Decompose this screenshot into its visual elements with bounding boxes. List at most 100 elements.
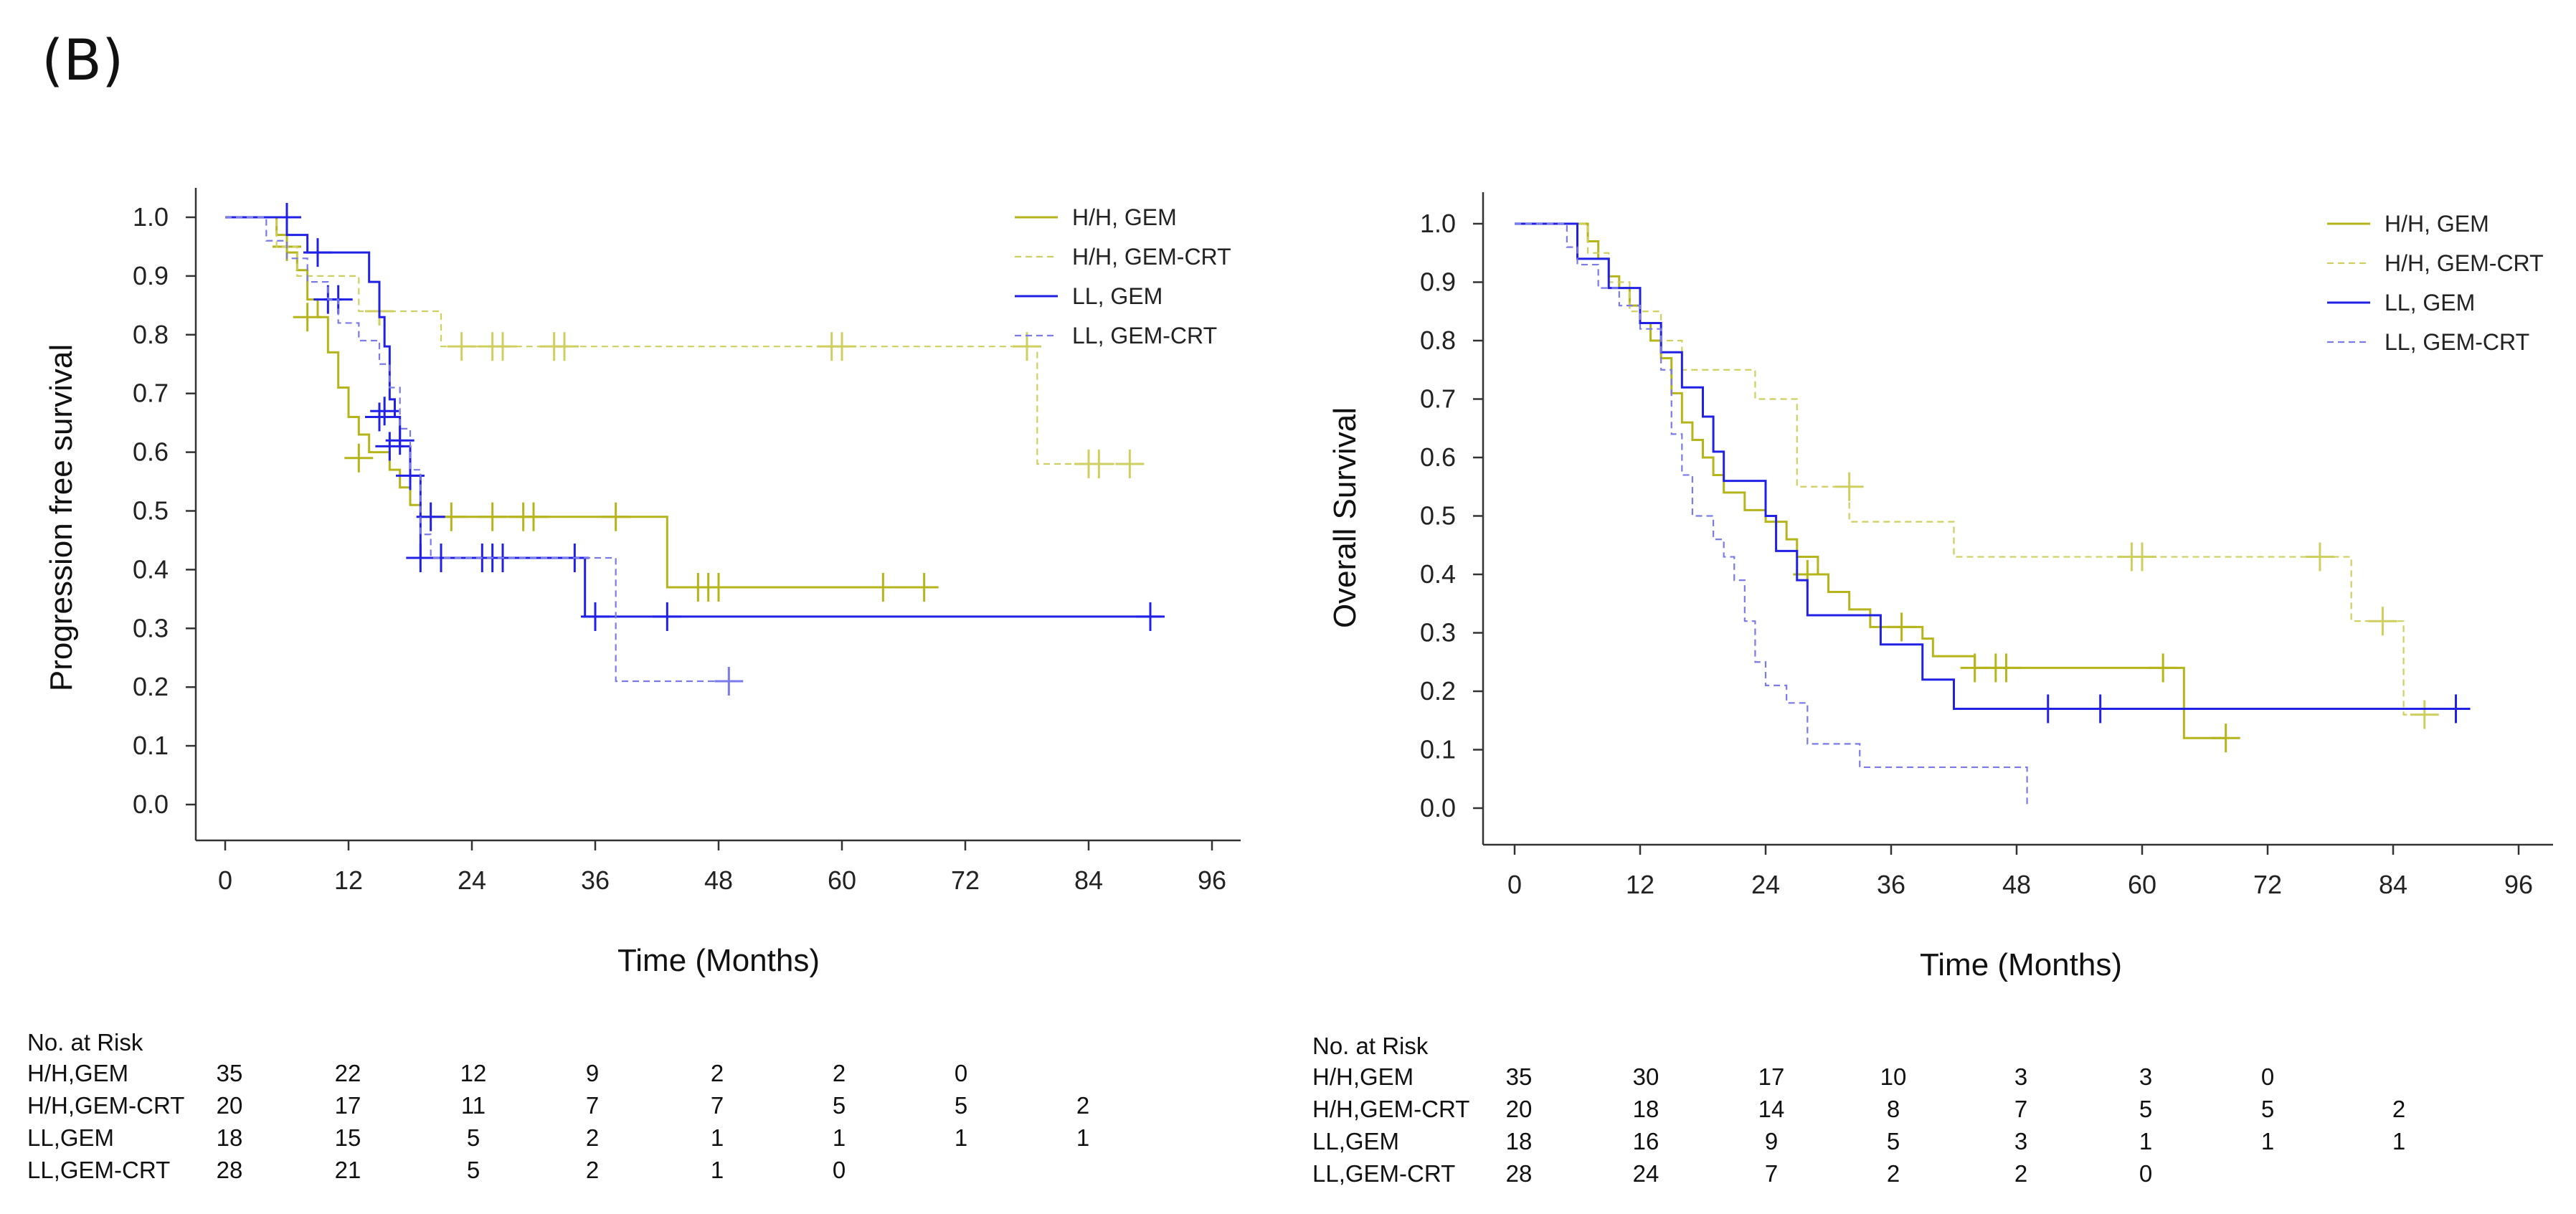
risk-cell: 1 [2261, 1128, 2274, 1154]
risk-cell: 1 [711, 1124, 724, 1151]
y-tick-label: 0.4 [133, 554, 169, 584]
series-ll-gem [225, 203, 1165, 631]
x-tick-label: 12 [1626, 870, 1654, 899]
risk-row-label: LL,GEM [27, 1124, 114, 1151]
x-tick-label: 60 [828, 866, 856, 895]
risk-cell: 0 [833, 1157, 846, 1183]
risk-cell: 2 [711, 1060, 724, 1086]
legend-label: LL, GEM-CRT [2385, 329, 2529, 355]
legend-label: H/H, GEM [2385, 211, 2489, 237]
risk-cell: 0 [955, 1060, 967, 1086]
x-tick-label: 84 [1074, 866, 1103, 895]
risk-cell: 2 [2392, 1096, 2405, 1122]
km-curve [225, 216, 739, 683]
legend-label: H/H, GEM-CRT [1072, 244, 1231, 270]
risk-cell: 2 [833, 1060, 846, 1086]
risk-cell: 1 [955, 1124, 967, 1151]
risk-row-label: LL,GEM-CRT [27, 1157, 170, 1183]
risk-cell: 28 [217, 1157, 243, 1183]
risk-cell: 5 [833, 1092, 846, 1119]
risk-cell: 20 [1506, 1096, 1533, 1122]
y-tick-label: 0.7 [1420, 384, 1456, 414]
risk-row-label: LL,GEM-CRT [1312, 1160, 1455, 1187]
legend-label: LL, GEM [1072, 283, 1162, 309]
x-axis-title: Time (Months) [1920, 947, 2122, 982]
risk-cell: 11 [461, 1092, 486, 1119]
risk-cell: 3 [2014, 1128, 2027, 1154]
risk-cell: 2 [1887, 1160, 1900, 1187]
risk-cell: 35 [1506, 1063, 1533, 1090]
risk-row-label: H/H,GEM-CRT [27, 1092, 184, 1119]
risk-cell: 12 [460, 1060, 487, 1086]
risk-cell: 5 [955, 1092, 967, 1119]
risk-row-label: H/H,GEM [27, 1060, 128, 1086]
risk-cell: 1 [1076, 1124, 1089, 1151]
risk-cell: 2 [1076, 1092, 1089, 1119]
x-tick-label: 24 [458, 866, 486, 895]
risk-cell: 16 [1633, 1128, 1659, 1154]
x-tick-label: 48 [2002, 870, 2031, 899]
x-tick-label: 0 [218, 866, 232, 895]
legend-label: H/H, GEM-CRT [2385, 250, 2544, 276]
risk-cell: 2 [586, 1157, 599, 1183]
risk-cell: 1 [711, 1157, 724, 1183]
risk-cell: 18 [217, 1124, 243, 1151]
risk-row-label: H/H,GEM [1312, 1063, 1414, 1090]
y-tick-label: 0.1 [1420, 735, 1456, 764]
y-tick-label: 0.9 [133, 261, 169, 290]
risk-cell: 10 [1880, 1063, 1907, 1090]
risk-cell: 5 [467, 1124, 480, 1151]
y-tick-label: 0.6 [133, 437, 169, 467]
risk-cell: 18 [1633, 1096, 1659, 1122]
chart-os: 0.00.10.20.30.40.50.60.70.80.91.00 12 24 36… [1312, 192, 2553, 1187]
series-ll-gemcrt [1515, 222, 2028, 808]
y-tick-label: 0.3 [1420, 618, 1456, 648]
y-tick-label: 0.9 [1420, 267, 1456, 297]
risk-cell: 1 [2392, 1128, 2405, 1154]
series-hh-gemcrt [1515, 222, 2439, 729]
km-curve [1515, 222, 2467, 710]
risk-cell: 7 [2014, 1096, 2027, 1122]
y-axis-title: Overall Survival [1327, 407, 1363, 628]
km-curve [1515, 222, 2226, 739]
risk-cell: 14 [1758, 1096, 1785, 1122]
risk-table-title: No. at Risk [27, 1029, 143, 1056]
risk-cell: 1 [2139, 1128, 2152, 1154]
series-hh-gem [1515, 222, 2240, 753]
risk-cell: 3 [2014, 1063, 2027, 1090]
x-tick-label: 36 [1877, 870, 1905, 899]
y-tick-label: 0.8 [133, 320, 169, 349]
risk-row-label: H/H,GEM-CRT [1312, 1096, 1469, 1122]
km-curve [1515, 222, 2028, 808]
y-tick-label: 0.2 [1420, 676, 1456, 706]
x-tick-label: 72 [2253, 870, 2282, 899]
risk-cell: 7 [586, 1092, 599, 1119]
risk-cell: 24 [1633, 1160, 1659, 1187]
risk-cell: 2 [2014, 1160, 2027, 1187]
y-tick-label: 0.5 [133, 496, 169, 526]
risk-cell: 5 [2139, 1096, 2152, 1122]
risk-cell: 0 [2139, 1160, 2152, 1187]
x-tick-label: 72 [951, 866, 980, 895]
risk-cell: 28 [1506, 1160, 1533, 1187]
series-hh-gem [225, 216, 939, 602]
x-tick-label: 12 [334, 866, 363, 895]
km-curve [1515, 222, 2435, 716]
y-tick-label: 1.0 [133, 202, 169, 232]
risk-cell: 30 [1633, 1063, 1659, 1090]
risk-cell: 20 [217, 1092, 243, 1119]
risk-row-label: LL,GEM [1312, 1128, 1399, 1154]
y-tick-label: 0.3 [133, 613, 169, 642]
x-tick-label: 96 [1198, 866, 1226, 895]
risk-cell: 2 [586, 1124, 599, 1151]
x-tick-label: 48 [704, 866, 733, 895]
risk-table-title: No. at Risk [1312, 1033, 1429, 1059]
y-tick-label: 0.5 [1420, 501, 1456, 531]
risk-cell: 9 [586, 1060, 599, 1086]
legend-label: LL, GEM-CRT [1072, 323, 1217, 348]
y-tick-label: 0.1 [133, 731, 169, 760]
x-tick-label: 36 [581, 866, 610, 895]
risk-cell: 8 [1887, 1096, 1900, 1122]
